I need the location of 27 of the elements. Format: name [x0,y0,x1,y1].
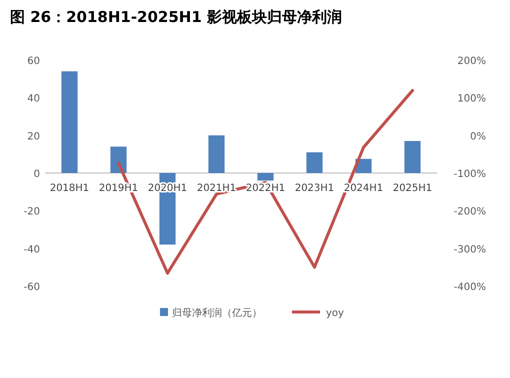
bar [110,146,127,173]
y-tick-label: 60 [27,56,40,67]
bar [257,173,274,181]
chart-title: 图 26：2018H1-2025H1 影视板块归母净利润 [10,8,342,26]
y2-tick-label: 200% [457,56,486,67]
x-tick-label: 2021H1 [196,183,236,194]
legend-label: yoy [326,308,344,319]
y-tick-label: -60 [24,282,40,293]
bar [208,135,225,173]
y-tick-label: 40 [27,94,40,105]
y-tick-label: 20 [27,131,40,142]
bar [61,71,78,173]
x-tick-label: 2025H1 [392,183,432,194]
y2-tick-label: -300% [454,244,486,256]
bar [404,140,421,173]
y2-tick-label: 100% [457,94,486,105]
y2-tick-label: -100% [454,169,486,180]
x-tick-label: 2023H1 [294,183,334,194]
legend-label: 归母净利润（亿元） [172,307,262,319]
y-tick-label: -20 [24,206,40,218]
y-tick-label: -40 [24,244,40,256]
y-tick-label: 0 [34,169,40,180]
y2-tick-label: -400% [454,282,486,293]
bar [306,152,323,173]
x-tick-label: 2018H1 [50,183,90,194]
y2-tick-label: 0% [470,131,486,142]
y2-tick-label: -200% [454,206,486,218]
